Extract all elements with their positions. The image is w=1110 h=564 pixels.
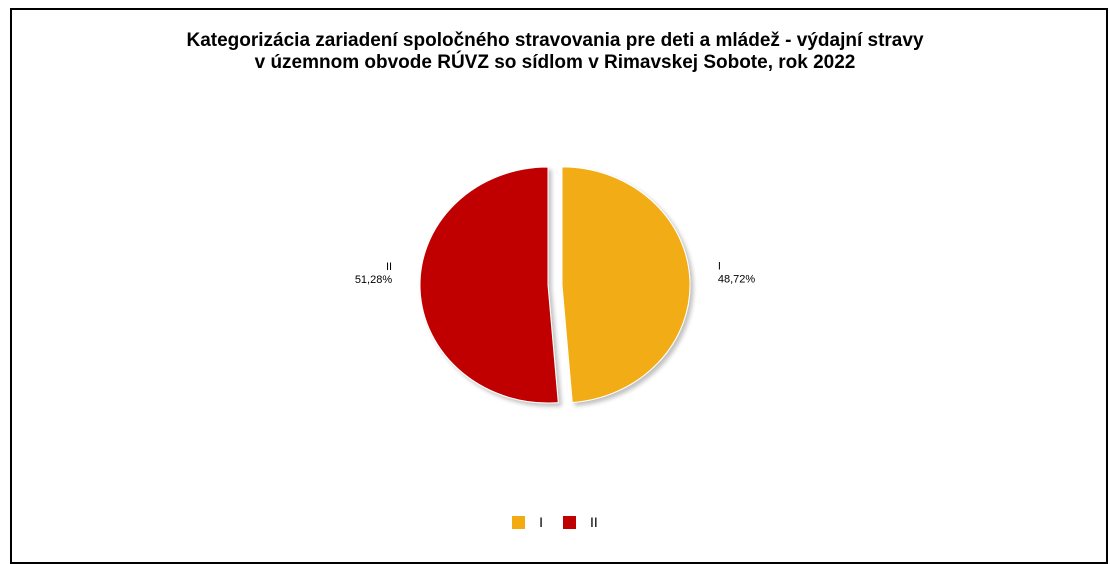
slice-label-i: I <box>718 261 721 273</box>
pie-slice-ii <box>419 166 559 404</box>
chart-title: Kategorizácia zariadení spoločného strav… <box>0 30 1110 74</box>
legend-item-ii: II <box>563 514 598 530</box>
pie-slice-i <box>561 166 691 403</box>
chart-frame <box>10 8 1108 564</box>
chart-legend: I II <box>0 514 1110 530</box>
chart-title-line-2: v územnom obvode RÚVZ so sídlom v Rimavs… <box>254 52 856 73</box>
legend-swatch-ii <box>563 515 577 529</box>
slice-label-ii: II <box>386 261 392 273</box>
slice-value-label-i: 48,72% <box>718 274 756 286</box>
slice-value-label-ii: 51,28% <box>355 274 393 286</box>
legend-item-i: I <box>512 514 543 530</box>
legend-label-i: I <box>539 514 544 530</box>
legend-swatch-i <box>512 515 526 529</box>
legend-label-ii: II <box>590 514 598 530</box>
chart-title-line-1: Kategorizácia zariadení spoločného strav… <box>186 30 924 51</box>
